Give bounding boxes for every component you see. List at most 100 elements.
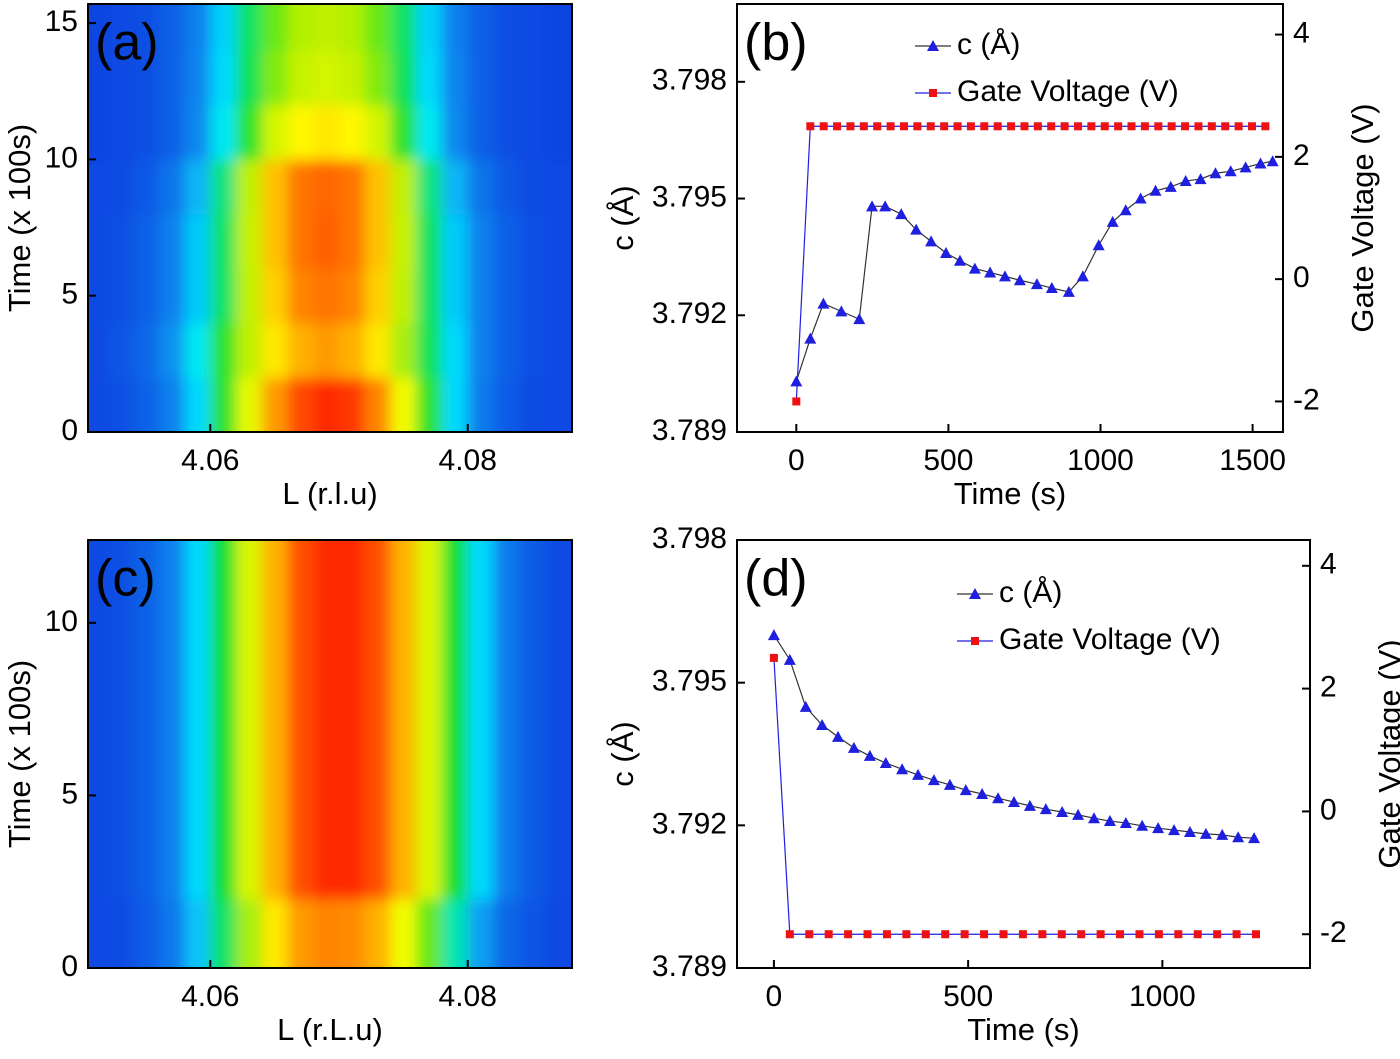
marker <box>968 262 981 274</box>
marker <box>844 930 853 939</box>
heatmap-cell <box>364 104 392 160</box>
heatmap-cell <box>416 691 443 762</box>
marker <box>1039 803 1052 815</box>
marker <box>1100 122 1109 131</box>
heatmap-cell <box>364 268 392 324</box>
heatmap-cell <box>416 159 443 215</box>
legend-label: Gate Voltage (V) <box>957 75 1179 108</box>
marker <box>806 122 815 131</box>
marker <box>886 122 895 131</box>
heatmap-cell <box>236 760 263 831</box>
heatmap-cell <box>390 540 417 555</box>
heatmap-cell <box>133 268 160 324</box>
marker <box>1047 122 1056 131</box>
y2-tick-label: 0 <box>1320 793 1337 826</box>
heatmap-cell <box>313 322 340 379</box>
heatmap-cell <box>88 622 108 693</box>
heatmap-cell <box>261 760 289 831</box>
heatmap-cell <box>313 540 340 555</box>
marker <box>799 700 812 712</box>
marker <box>927 774 940 786</box>
x-tick-label: 1000 <box>1129 980 1196 1013</box>
marker <box>921 930 930 939</box>
marker <box>1252 930 1261 939</box>
heatmap-cell <box>261 553 289 624</box>
x-tick-label: 500 <box>923 444 973 477</box>
heatmap-cell <box>210 377 237 432</box>
marker <box>1234 122 1243 131</box>
marker <box>969 588 981 599</box>
y2-tick-label: 2 <box>1320 671 1337 704</box>
heatmap-cell <box>544 159 572 215</box>
heatmap-cell <box>519 898 546 968</box>
heatmap-cell <box>261 898 289 968</box>
marker <box>940 122 949 131</box>
y-tick-label: 15 <box>45 5 78 38</box>
marker <box>1135 930 1144 939</box>
y2-axis-title: Gate Voltage (V) <box>1372 639 1400 868</box>
heatmap-cell <box>133 213 160 270</box>
marker <box>1194 173 1207 185</box>
y2-tick-label: 4 <box>1320 548 1337 581</box>
x-axis-title: L (r.L.u) <box>277 1012 383 1047</box>
x-tick-label: 4.06 <box>181 444 239 477</box>
heatmap-cell <box>313 213 340 270</box>
marker <box>1248 832 1261 844</box>
plot-frame <box>87 539 573 969</box>
heatmap-cell <box>184 322 211 379</box>
marker <box>966 122 975 131</box>
heatmap-cell <box>493 104 520 160</box>
heatmap-cell <box>519 553 546 624</box>
marker <box>998 270 1011 282</box>
heatmap-cell <box>184 540 211 555</box>
heatmap-cell <box>158 159 186 215</box>
heatmap-cell <box>519 322 546 379</box>
marker <box>785 930 794 939</box>
heatmap-cell <box>519 622 546 693</box>
heatmap-cell <box>493 50 520 106</box>
y-axis-title: c (Å) <box>605 721 640 786</box>
heatmap-cell <box>261 377 289 432</box>
marker <box>1134 192 1147 204</box>
heatmap-cell <box>313 4 340 51</box>
marker <box>912 768 925 780</box>
y-tick-label: 10 <box>45 141 78 174</box>
heatmap-cell <box>416 553 443 624</box>
marker <box>804 332 817 344</box>
heatmap-cell <box>313 898 340 968</box>
heatmap-cell <box>158 50 186 106</box>
marker <box>999 930 1008 939</box>
heatmap-cell <box>544 4 572 51</box>
marker <box>769 653 778 662</box>
y-tick-label: 3.798 <box>652 522 727 555</box>
marker <box>1209 167 1222 179</box>
heatmap-cell <box>287 268 314 324</box>
heatmap-cell <box>339 322 366 379</box>
heatmap-cell <box>184 829 211 900</box>
heatmap-cell <box>210 760 237 831</box>
heatmap-cell <box>133 377 160 432</box>
heatmap-cell <box>390 760 417 831</box>
series-line <box>795 125 1266 402</box>
marker <box>971 637 979 645</box>
heatmap-cell <box>133 322 160 379</box>
heatmap-cell <box>544 213 572 270</box>
marker <box>1077 930 1086 939</box>
heatmap-cell <box>133 898 160 968</box>
marker <box>980 930 989 939</box>
heatmap-cell <box>287 4 314 51</box>
heatmap-cell <box>519 540 546 555</box>
heatmap-cell <box>467 322 495 379</box>
heatmap-cell <box>544 622 572 693</box>
heatmap-cell <box>416 213 443 270</box>
x-axis-title: Time (s) <box>967 1012 1080 1047</box>
marker <box>1183 825 1196 837</box>
heatmap-cell <box>88 377 108 432</box>
heatmap-cell <box>210 829 237 900</box>
heatmap-cell <box>493 760 520 831</box>
heatmap-cell <box>88 322 108 379</box>
y-tick-label: 3.789 <box>652 950 727 983</box>
marker <box>879 757 892 769</box>
heatmap-cell <box>133 159 160 215</box>
marker <box>816 718 829 730</box>
